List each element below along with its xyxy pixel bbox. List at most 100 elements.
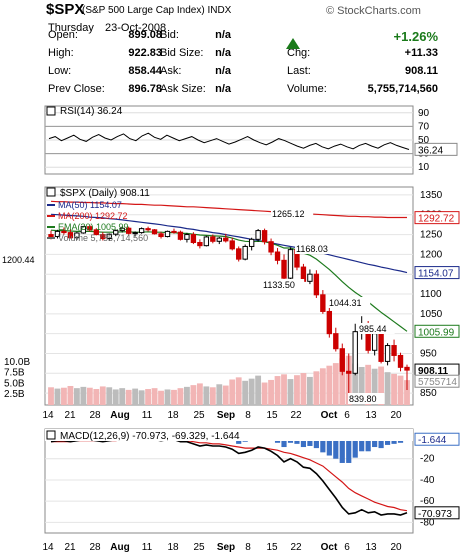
price-tick-label: 1350 [420, 190, 443, 201]
candle-body [210, 236, 216, 242]
quote-value: 922.83 [128, 47, 162, 59]
volume-bar [67, 385, 74, 405]
macd-histogram-bar [307, 437, 313, 446]
candle-body [177, 231, 184, 240]
volume-bar [332, 363, 339, 405]
candle-body [151, 229, 158, 235]
price-annotation: 1265.12 [272, 209, 305, 219]
x-axis-label: Sep [217, 410, 235, 421]
candle-body [287, 249, 294, 279]
volume-tick-label: 10.0B [4, 357, 30, 368]
candle-body [80, 226, 87, 234]
volume-bar [287, 379, 294, 405]
macd-histogram-bar [281, 437, 287, 448]
volume-bar [119, 388, 126, 405]
x-axis-label: 28 [89, 410, 101, 421]
annotation-bg [328, 297, 371, 308]
volume-bar [261, 382, 268, 405]
volume-bar [326, 365, 333, 405]
volume-bar [274, 376, 281, 405]
x-axis-label: 13 [365, 410, 377, 421]
x-axis-label: 21 [64, 542, 76, 553]
volume-bar [73, 388, 80, 405]
x-axis-label: 15 [266, 410, 278, 421]
quote-label: Last: [287, 65, 311, 77]
candle-body [261, 230, 268, 243]
volume-bar [242, 380, 249, 405]
price-value-label: 1292.72 [418, 214, 455, 225]
candle-body [352, 331, 358, 374]
quote-value: n/a [215, 65, 231, 77]
macd-value-label: -70.973 [418, 509, 452, 520]
quote-value: 899.08 [128, 29, 162, 41]
macd-value-box [414, 432, 460, 446]
volume-bar [378, 366, 385, 405]
volume-bar [313, 371, 320, 405]
candle-body [74, 232, 80, 239]
quote-date: 23-Oct-2008 [105, 22, 167, 34]
candle-body [397, 354, 404, 368]
quote-label: Ask Size: [160, 83, 206, 95]
price-legend-entry: Volume 5,755,714,560 [58, 233, 148, 243]
volume-bar [196, 383, 203, 405]
candle-body [274, 251, 281, 261]
price-annotation: 1133.50 [263, 280, 295, 290]
quote-value: +1.26% [393, 29, 438, 44]
volume-bar [339, 358, 346, 405]
price-legend-entry: MA(50) 1154.07 [58, 200, 122, 210]
annotation-bg [348, 393, 385, 404]
volume-bar [203, 386, 210, 405]
quote-label: Prev Close: [48, 83, 105, 95]
macd-title-bg [45, 429, 413, 441]
quote-label: Ask: [160, 65, 182, 77]
macd-histogram-bar [346, 437, 352, 463]
macd-value-label: -1.644 [418, 435, 447, 446]
x-axis-label: 22 [290, 410, 302, 421]
candle-body [313, 273, 320, 296]
x-axis-label: 20 [390, 410, 402, 421]
candle-body [229, 240, 235, 250]
macd-value-box [414, 506, 460, 520]
candle-body [203, 236, 210, 247]
price-legend-entry: EMA(20) 1005.99 [58, 222, 129, 232]
price-tick-label: 1050 [420, 309, 443, 320]
ma-line [50, 213, 408, 274]
x-axis-label: 25 [193, 410, 205, 421]
quote-value: 896.78 [128, 83, 162, 95]
candle-body [132, 232, 138, 235]
price-value-label: 5755714 [418, 377, 457, 388]
candle-body [371, 333, 378, 351]
macd-histogram-bar [326, 437, 332, 456]
quote-label: Bid: [160, 29, 179, 41]
price-value-box [414, 211, 460, 225]
price-legend-swatch [46, 187, 56, 197]
price-annotation: 1200.44 [2, 255, 35, 265]
candle-body [223, 237, 229, 242]
candle-body [248, 238, 255, 247]
macd-tick-label: -80 [420, 517, 435, 528]
macd-histogram-bar [384, 437, 391, 445]
candle-body [236, 248, 242, 260]
price-tick-label: 1250 [420, 230, 443, 241]
quote-value: n/a [215, 29, 231, 41]
price-x-axis: 14 21 28 Aug 11 18 25 Sep 8 15 22 Oct 6 13 20 [42, 410, 402, 421]
candle-body [391, 345, 397, 356]
x-axis-label: 22 [290, 542, 302, 553]
x-axis-label: 6 [344, 410, 350, 421]
rsi-tick-label: 50 [418, 135, 430, 146]
volume-bar [177, 388, 184, 405]
x-axis-label: 13 [365, 542, 377, 553]
quote-label: Open: [48, 29, 78, 41]
candle-body [281, 259, 287, 279]
volume-bar [222, 385, 229, 405]
candle-body [197, 241, 203, 247]
volume-bar [319, 368, 326, 405]
volume-bar [209, 387, 216, 405]
macd-histogram-bar [300, 437, 307, 448]
annotation-bg [1, 254, 44, 265]
volume-bar [306, 376, 313, 405]
volume-bar [171, 389, 177, 405]
macd-tick-label: -60 [420, 496, 435, 507]
ma-line [50, 200, 407, 219]
